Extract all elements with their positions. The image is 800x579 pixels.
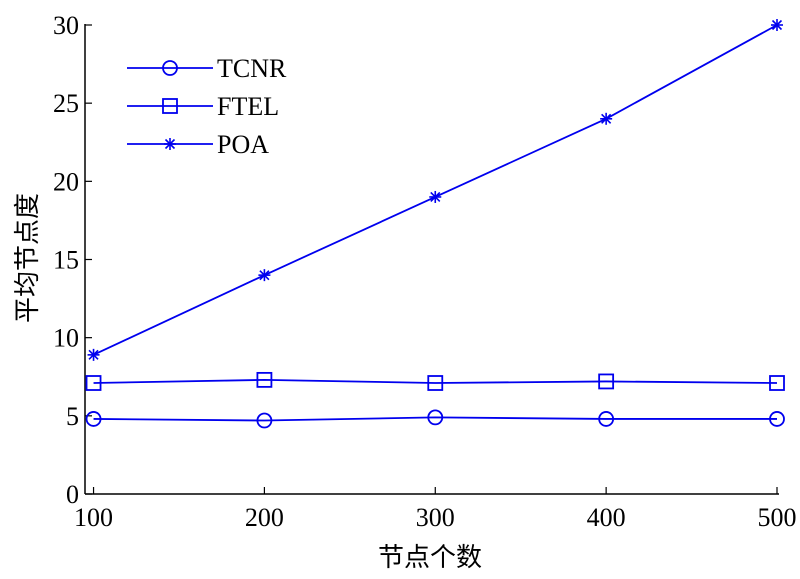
y-tick-label: 5	[66, 402, 79, 431]
legend-label: FTEL	[217, 92, 279, 121]
series-line-ftel	[93, 378, 778, 384]
y-tick-label: 25	[53, 89, 79, 118]
legend-label: POA	[217, 130, 269, 159]
data-point-ftel	[769, 375, 785, 391]
data-point-poa	[87, 348, 100, 361]
data-point-tcnr	[85, 411, 102, 427]
y-tick-label: 15	[53, 246, 79, 275]
data-point-poa	[600, 112, 613, 125]
data-point-tcnr	[427, 409, 444, 426]
data-point-poa	[258, 269, 271, 282]
y-tick-label: 30	[53, 11, 79, 40]
data-point-ftel	[598, 373, 615, 390]
series-layer	[85, 19, 785, 429]
legend-marker	[162, 98, 178, 114]
legend-marker	[162, 60, 178, 76]
x-tick-label: 300	[416, 503, 455, 532]
data-point-poa	[771, 19, 783, 31]
data-point-poa	[429, 190, 442, 203]
legend-item-ftel: FTEL	[127, 92, 279, 121]
x-tick-label: 500	[758, 503, 797, 532]
series-tcnr	[85, 409, 785, 429]
series-line-tcnr	[93, 416, 777, 422]
x-tick-label: 100	[74, 503, 113, 532]
x-axis-title: 节点个数	[378, 543, 482, 573]
series-poa	[87, 19, 783, 361]
x-tick-label: 200	[245, 503, 284, 532]
legend-item-poa: POA	[127, 130, 269, 159]
y-tick-label: 20	[53, 167, 79, 196]
x-axis-ticks: 100 200 300 400 500	[74, 487, 797, 532]
y-axis-title: 平均节点度	[13, 193, 43, 323]
y-axis-ticks: 0 5 10 15 20 25 30	[53, 11, 92, 509]
legend-marker	[164, 138, 176, 150]
legend-item-tcnr: TCNR	[127, 54, 287, 83]
legend: TCNR FTEL POA	[127, 54, 287, 159]
y-tick-label: 10	[53, 324, 79, 353]
y-tick-label: 0	[66, 480, 79, 509]
data-point-tcnr	[769, 411, 785, 427]
series-line-poa	[93, 24, 778, 356]
data-point-ftel	[256, 371, 273, 388]
data-point-tcnr	[598, 411, 615, 427]
x-tick-label: 400	[587, 503, 626, 532]
legend-label: TCNR	[217, 54, 287, 83]
data-point-ftel	[427, 375, 444, 391]
data-point-tcnr	[256, 412, 273, 429]
data-point-ftel	[85, 375, 102, 391]
series-ftel	[85, 371, 785, 391]
